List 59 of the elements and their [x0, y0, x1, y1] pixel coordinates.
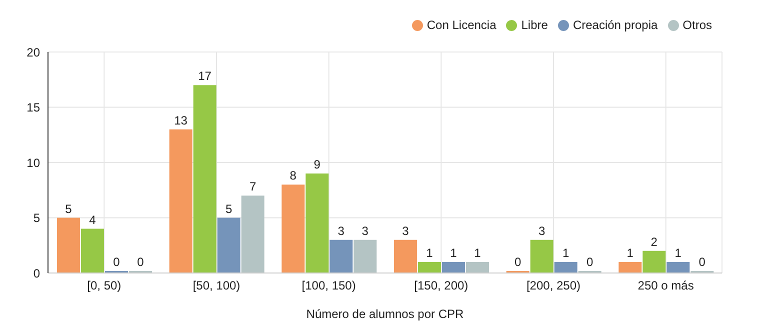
- bar: [354, 240, 377, 273]
- bar: [330, 240, 353, 273]
- data-label: 1: [562, 246, 570, 260]
- data-label: 0: [113, 255, 120, 269]
- data-label: 1: [450, 246, 458, 260]
- data-label: 17: [198, 69, 212, 84]
- data-label: 3: [338, 224, 345, 238]
- bar: [554, 262, 578, 273]
- data-label: 1: [474, 246, 482, 260]
- x-tick-label: [0, 50): [87, 278, 122, 293]
- x-tick-label: [100, 150): [302, 278, 356, 293]
- data-label: 1: [674, 246, 682, 260]
- bar: [394, 240, 417, 273]
- data-label: 4: [89, 212, 96, 227]
- data-label: 9: [314, 158, 321, 172]
- legend-label: Con Licencia: [426, 18, 496, 32]
- data-label: 2: [650, 234, 658, 249]
- legend-label: Otros: [682, 18, 712, 32]
- x-tick-label: [150, 200): [414, 278, 468, 293]
- data-label: 3: [538, 224, 546, 238]
- data-label: 3: [362, 224, 369, 238]
- y-tick-label: 10: [26, 156, 40, 170]
- x-tick-label: 250 o más: [638, 278, 694, 293]
- bar: [306, 174, 329, 273]
- y-tick-label: 5: [33, 211, 40, 226]
- data-label: 0: [698, 255, 706, 269]
- bar: [466, 262, 489, 273]
- bar: [282, 184, 305, 273]
- bar: [418, 262, 441, 273]
- data-label: 8: [290, 168, 297, 183]
- bar: [56, 218, 80, 273]
- y-tick-label: 0: [33, 266, 40, 280]
- data-label: 1: [626, 246, 634, 260]
- bar: [241, 196, 264, 273]
- data-label: 5: [65, 202, 72, 216]
- bar: [442, 262, 465, 273]
- bar: [642, 250, 666, 273]
- data-label: 5: [225, 202, 232, 216]
- data-label: 13: [174, 113, 188, 128]
- legend-label: Libre: [521, 18, 548, 32]
- y-tick-label: 20: [26, 45, 40, 60]
- y-tick-label: 15: [26, 100, 40, 115]
- legend-label: Creación propia: [572, 18, 658, 32]
- bar: [169, 129, 192, 273]
- data-label: 0: [137, 255, 144, 269]
- data-label: 1: [426, 246, 434, 260]
- bar: [217, 218, 240, 273]
- bar: [618, 262, 642, 273]
- bar: [530, 240, 554, 273]
- data-label: 3: [402, 224, 410, 238]
- bar: [666, 262, 690, 273]
- data-label: 0: [586, 255, 594, 269]
- bar: [193, 85, 216, 273]
- data-label: 7: [249, 180, 256, 194]
- x-tick-label: [50, 100): [192, 278, 240, 293]
- data-label: 0: [514, 255, 522, 269]
- x-axis-title: Número de alumnos por CPR: [306, 307, 464, 321]
- bar: [80, 228, 104, 273]
- x-tick-label: [200, 250): [526, 278, 581, 293]
